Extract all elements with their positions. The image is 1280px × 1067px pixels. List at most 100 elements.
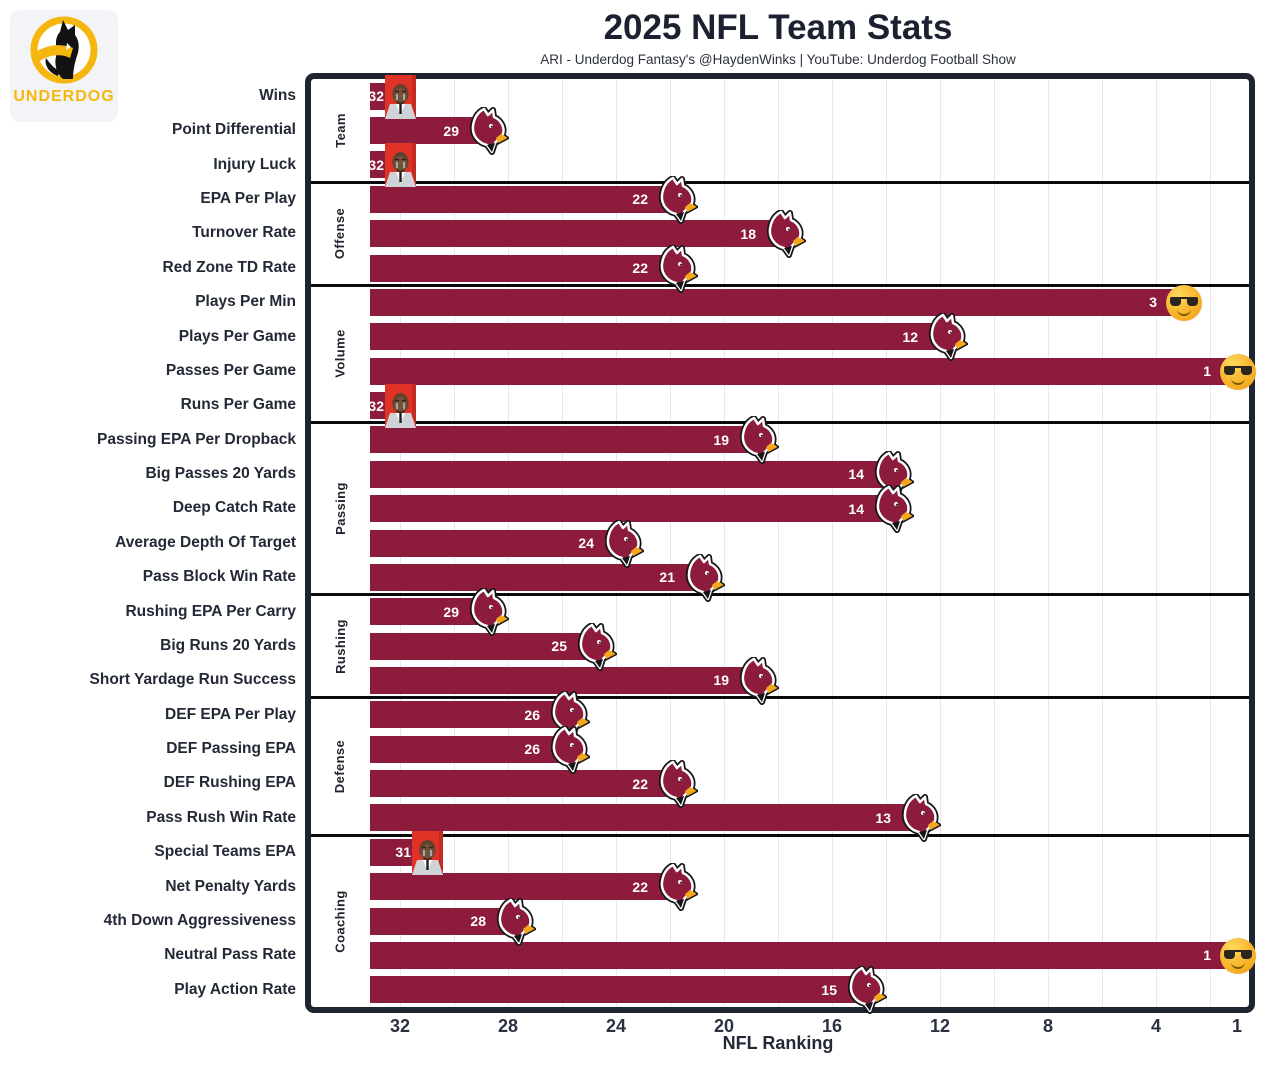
sunglasses-emoji-icon: [1220, 937, 1256, 974]
rank-bar: 3: [370, 288, 1183, 316]
rank-value-label: 32: [370, 397, 384, 414]
rank-bar: 28: [370, 907, 508, 935]
cardinals-logo-icon: [654, 174, 699, 229]
section-label: Team: [332, 113, 348, 148]
section-divider: [311, 593, 1249, 597]
rank-value-label: 29: [443, 603, 459, 620]
cardinals-logo-icon: [492, 896, 537, 951]
rank-value-label: 21: [659, 569, 675, 586]
sunglasses-emoji-icon: [1166, 284, 1202, 321]
gridline: [724, 79, 725, 1007]
category-label: Big Runs 20 Yards: [160, 636, 296, 654]
category-label: DEF EPA Per Play: [165, 705, 296, 723]
rank-value-label: 32: [370, 88, 384, 105]
sunglasses-emoji-icon: [1220, 353, 1256, 390]
category-label: Runs Per Game: [180, 396, 296, 414]
rank-bar: 22: [370, 185, 670, 213]
rank-bar: 26: [370, 701, 562, 729]
rank-value-label: 22: [632, 775, 648, 792]
cardinals-logo-icon: [924, 312, 969, 366]
rank-bar: 12: [370, 323, 940, 351]
category-label: Wins: [259, 87, 296, 104]
x-axis-tick-label: 32: [389, 1016, 411, 1036]
cardinals-logo-icon: [465, 106, 510, 160]
x-axis-tick-label: 12: [929, 1016, 951, 1036]
category-label: Plays Per Game: [178, 327, 296, 345]
x-axis-tick-label: 8: [1042, 1016, 1054, 1036]
category-label: Pass Block Win Rate: [142, 568, 296, 586]
rank-value-label: 25: [551, 638, 567, 655]
section-divider: [311, 696, 1249, 700]
section-divider: [311, 180, 1249, 184]
rank-bar: 21: [370, 563, 697, 591]
section-divider: [311, 833, 1249, 837]
rank-bar: 22: [370, 254, 670, 282]
rank-bar: 24: [370, 529, 616, 557]
cardinals-logo-icon: [681, 552, 726, 607]
cardinals-logo-icon: [546, 724, 591, 779]
gridline: [886, 79, 887, 1007]
gridline: [994, 79, 995, 1007]
rank-value-label: 22: [632, 878, 648, 895]
gridline: [670, 79, 671, 1007]
category-label: Average Depth Of Target: [115, 533, 296, 551]
rank-bar: 15: [370, 976, 859, 1004]
category-label: Passing EPA Per Dropback: [97, 430, 296, 448]
cardinals-logo-icon: [735, 415, 780, 469]
underdog-logo: UNDERDOG: [10, 10, 118, 122]
rank-bar: 29: [370, 117, 481, 145]
rank-value-label: 22: [632, 191, 648, 208]
rank-value-label: 12: [902, 328, 918, 345]
rank-value-label: 31: [395, 844, 411, 861]
category-labels: Wins Point Differential Injury Luck EPA Per…: [0, 79, 296, 1007]
rank-value-label: 3: [1149, 294, 1157, 311]
category-label: Deep Catch Rate: [172, 499, 296, 517]
rank-bar: 29: [370, 598, 481, 626]
category-label: Short Yardage Run Success: [89, 671, 296, 689]
category-label: Red Zone TD Rate: [162, 258, 296, 276]
category-label: Passes Per Game: [165, 361, 296, 379]
rank-value-label: 14: [848, 500, 864, 517]
section-label: Defense: [332, 739, 348, 794]
cardinals-logo-icon: [573, 621, 618, 676]
category-label: Pass Rush Win Rate: [146, 808, 296, 826]
rank-bar: 22: [370, 770, 670, 798]
section-divider: [311, 283, 1249, 287]
crying-jordan-meme-image: [385, 74, 416, 124]
cardinals-logo-icon: [465, 587, 510, 641]
gridline: [1102, 79, 1103, 1007]
gridline: [778, 79, 779, 1007]
rank-bar: 22: [370, 873, 670, 901]
x-axis-tick-label: 20: [713, 1016, 735, 1036]
section-label: Passing: [332, 482, 348, 535]
section-label: Volume: [332, 329, 348, 379]
crying-jordan-meme-image: [412, 830, 443, 880]
chart-plot-area: 32 29 32: [305, 73, 1256, 1015]
rank-bar: 1: [370, 941, 1237, 969]
section-label: Coaching: [332, 889, 348, 953]
category-label: 4th Down Aggressiveness: [103, 911, 296, 929]
section-label: Rushing: [332, 618, 348, 674]
rank-bar: 14: [370, 460, 886, 488]
rank-value-label: 1: [1203, 363, 1211, 380]
rank-bar: 13: [370, 804, 913, 832]
section-divider: [311, 421, 1249, 425]
rank-value-label: 15: [821, 981, 837, 998]
cardinals-logo-icon: [843, 965, 888, 1019]
x-axis-tick-label: 28: [497, 1016, 519, 1036]
rank-value-label: 26: [524, 741, 540, 758]
category-label: Play Action Rate: [174, 980, 296, 998]
category-label: Neutral Pass Rate: [164, 946, 296, 964]
category-label: EPA Per Play: [200, 190, 296, 208]
cardinals-logo-icon: [870, 484, 915, 538]
x-axis-tick-label: 4: [1150, 1016, 1162, 1036]
crying-jordan-meme-image: [385, 384, 416, 433]
page-title: 2025 NFL Team Stats: [603, 8, 953, 47]
gridline: [832, 79, 833, 1007]
rank-value-label: 14: [848, 466, 864, 483]
rank-bar: 1: [370, 357, 1237, 385]
crying-jordan-meme-image: [385, 143, 416, 192]
rank-value-label: 22: [632, 260, 648, 277]
cardinals-logo-icon: [600, 518, 645, 573]
